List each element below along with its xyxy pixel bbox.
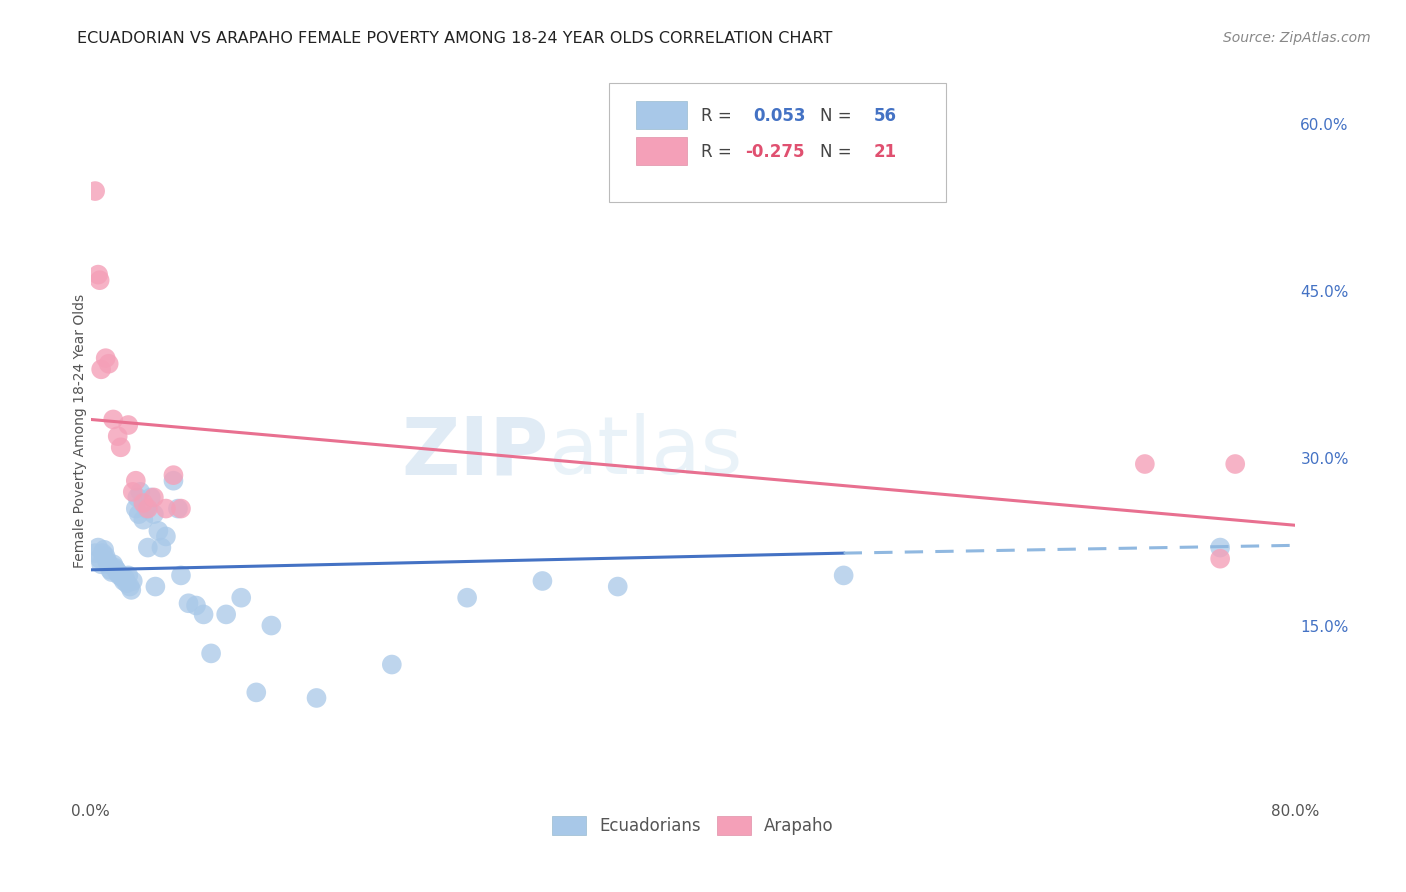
Text: N =: N = [820, 143, 856, 161]
Point [136, 501, 159, 516]
Point [121, 574, 143, 588]
Point [1209, 551, 1232, 566]
Point [96, 554, 118, 568]
Point [245, 685, 267, 699]
Point [162, 468, 184, 483]
Point [142, 507, 165, 521]
Point [91, 546, 114, 560]
Point [305, 690, 328, 705]
Point [114, 572, 136, 586]
Y-axis label: Female Poverty Among 18-24 Year Olds: Female Poverty Among 18-24 Year Olds [73, 293, 87, 567]
Point [125, 501, 148, 516]
Point [215, 607, 238, 622]
Point [184, 599, 207, 613]
Point [167, 501, 190, 516]
Point [136, 541, 159, 555]
Point [87, 541, 110, 555]
Text: R =: R = [702, 143, 738, 161]
Point [120, 582, 142, 597]
Point [94, 351, 117, 366]
Point [193, 607, 215, 622]
Point [260, 618, 283, 632]
Point [127, 491, 149, 505]
Point [832, 568, 855, 582]
Point [111, 571, 134, 585]
Point [132, 513, 155, 527]
Point [118, 580, 141, 594]
Point [135, 501, 157, 516]
Point [129, 484, 152, 499]
Point [155, 501, 177, 516]
Point [108, 568, 131, 582]
Point [145, 580, 167, 594]
Text: 56: 56 [873, 106, 897, 125]
Point [142, 491, 165, 505]
Point [162, 474, 184, 488]
Point [107, 429, 129, 443]
Point [170, 501, 193, 516]
Point [87, 268, 110, 282]
Point [103, 412, 125, 426]
Point [97, 357, 120, 371]
Point [125, 474, 148, 488]
Point [93, 542, 115, 557]
Point [170, 568, 193, 582]
Point [110, 568, 132, 582]
Point [104, 560, 127, 574]
FancyBboxPatch shape [609, 83, 946, 202]
Point [107, 565, 129, 579]
Point [112, 574, 135, 588]
Bar [637, 137, 688, 165]
Point [89, 551, 111, 566]
Point [231, 591, 253, 605]
Text: Source: ZipAtlas.com: Source: ZipAtlas.com [1223, 31, 1371, 45]
Point [98, 563, 121, 577]
Text: R =: R = [702, 106, 738, 125]
Point [90, 362, 112, 376]
Text: ECUADORIAN VS ARAPAHO FEMALE POVERTY AMONG 18-24 YEAR OLDS CORRELATION CHART: ECUADORIAN VS ARAPAHO FEMALE POVERTY AMO… [77, 31, 832, 46]
Point [1133, 457, 1156, 471]
Text: ZIP: ZIP [401, 413, 548, 491]
Point [121, 484, 143, 499]
Point [1225, 457, 1247, 471]
Point [90, 558, 112, 572]
Point [1209, 541, 1232, 555]
Point [94, 549, 117, 564]
Point [105, 563, 128, 577]
Point [110, 440, 132, 454]
Point [84, 184, 107, 198]
Point [150, 541, 173, 555]
Point [177, 596, 200, 610]
Point [117, 568, 139, 582]
Point [456, 591, 478, 605]
Text: atlas: atlas [548, 413, 742, 491]
Point [97, 558, 120, 572]
Point [128, 507, 150, 521]
Text: N =: N = [820, 106, 856, 125]
Text: 0.053: 0.053 [754, 106, 806, 125]
Text: -0.275: -0.275 [745, 143, 804, 161]
Point [381, 657, 404, 672]
Point [200, 647, 222, 661]
Point [117, 417, 139, 432]
Point [132, 496, 155, 510]
Legend: Ecuadorians, Arapaho: Ecuadorians, Arapaho [553, 816, 834, 835]
Point [89, 273, 111, 287]
Point [100, 565, 122, 579]
Text: 21: 21 [873, 143, 897, 161]
Point [139, 491, 162, 505]
Point [103, 558, 125, 572]
Bar [637, 101, 688, 128]
Point [148, 524, 170, 538]
Point [606, 580, 628, 594]
Point [531, 574, 554, 588]
Point [115, 576, 138, 591]
Point [155, 529, 177, 543]
Point [84, 546, 107, 560]
